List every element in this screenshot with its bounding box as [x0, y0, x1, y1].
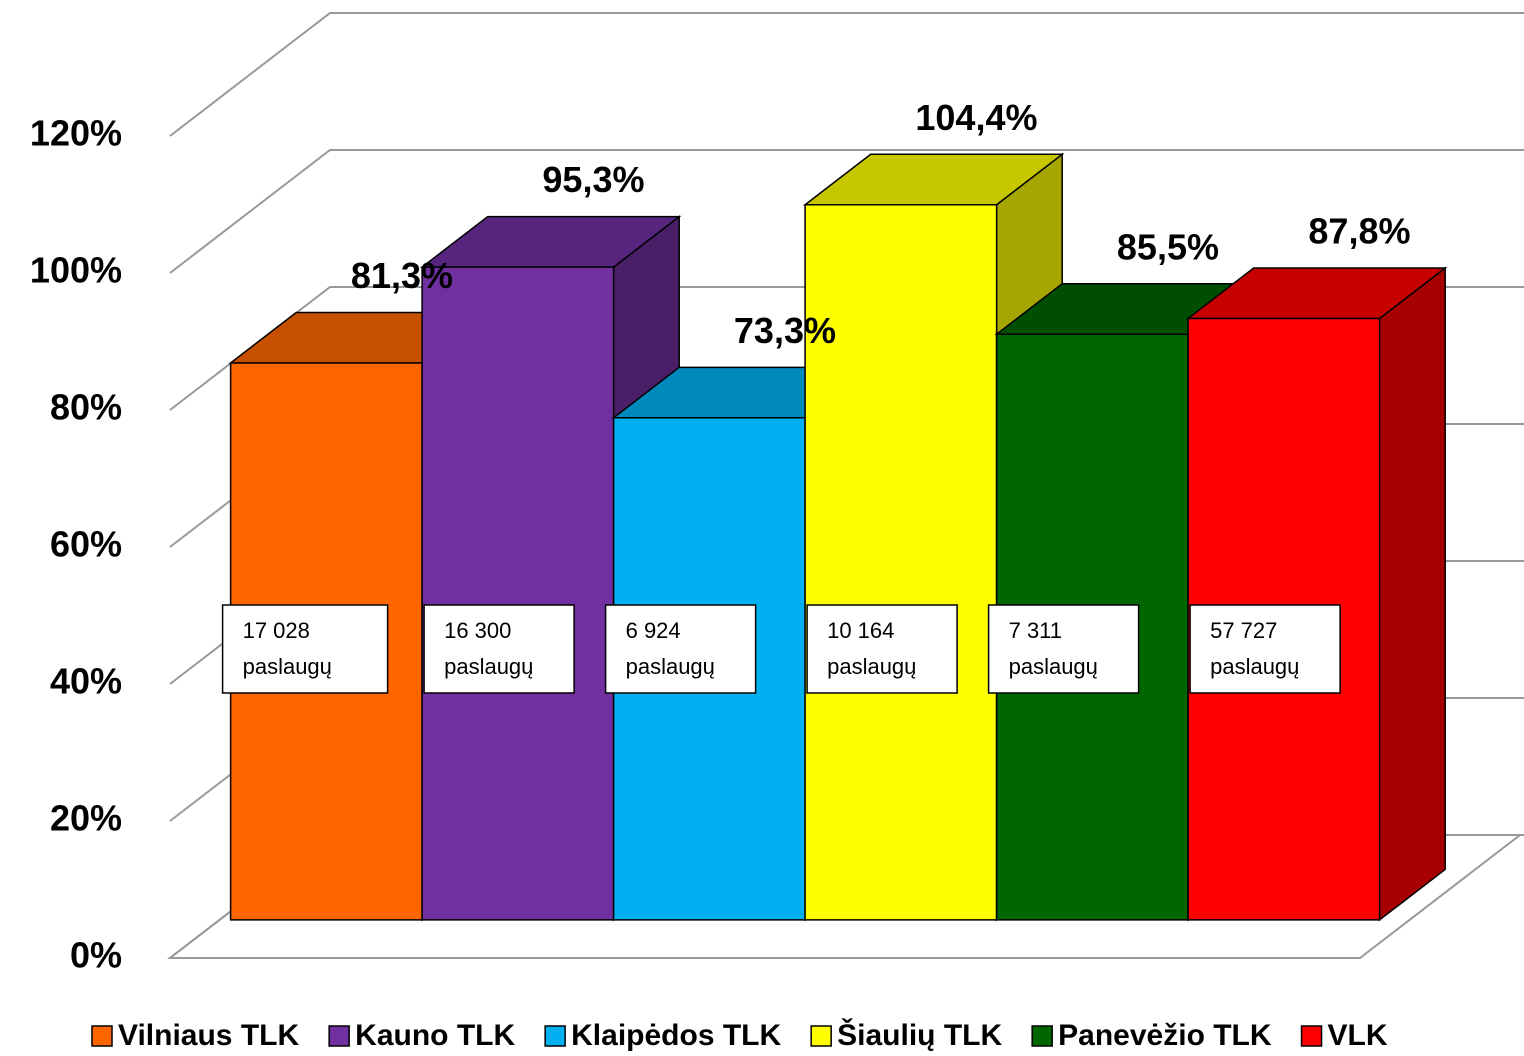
legend-label: Vilniaus TLK — [118, 1019, 299, 1052]
bar-top-shade — [422, 216, 680, 268]
annotation-box — [604, 604, 757, 694]
annotation: paslaugų — [626, 654, 715, 679]
y-tick-label: 100% — [30, 250, 122, 291]
annotation: paslaugų — [1009, 654, 1098, 679]
annotation-box — [806, 604, 958, 694]
annotation-box — [987, 604, 1140, 694]
value-label: 85,5% — [1117, 226, 1219, 267]
y-tick-label: 40% — [50, 661, 122, 702]
annotation-box — [221, 604, 389, 694]
grid-line — [169, 12, 1524, 137]
value-label: 87,8% — [1308, 211, 1410, 252]
legend-swatch — [328, 1025, 350, 1047]
bar-top-shade — [1188, 268, 1446, 319]
legend-swatch — [544, 1025, 566, 1047]
grid-line — [169, 149, 1524, 274]
annotation: 16 300 — [444, 618, 511, 643]
annotation: 17 028 — [243, 618, 310, 643]
legend-swatch — [810, 1025, 832, 1047]
y-tick-label: 20% — [50, 798, 122, 839]
bar-front — [421, 266, 615, 921]
y-tick-label: 0% — [70, 935, 122, 976]
bar-top-shade — [805, 154, 1063, 205]
annotation: paslaugų — [1210, 654, 1299, 679]
annotation: paslaugų — [827, 654, 916, 679]
annotation: 10 164 — [827, 618, 894, 643]
value-label: 81,3% — [351, 255, 453, 296]
y-tick-label: 80% — [50, 387, 122, 428]
y-tick-label: 120% — [30, 113, 122, 154]
annotation-box — [423, 604, 575, 694]
annotation: 7 311 — [1009, 618, 1062, 643]
annotation: paslaugų — [243, 654, 332, 679]
y-tick-label: 60% — [50, 524, 122, 565]
value-label: 95,3% — [542, 159, 644, 200]
value-label: 73,3% — [734, 310, 836, 351]
legend-swatch — [91, 1025, 113, 1047]
legend-label: Kauno TLK — [355, 1019, 515, 1052]
legend-swatch — [1300, 1025, 1323, 1047]
bar-side-shade — [1379, 268, 1446, 920]
legend-swatch — [1031, 1025, 1053, 1047]
legend-label: VLK — [1328, 1019, 1388, 1052]
annotation-box — [1189, 604, 1341, 694]
legend-label: Šiaulių TLK — [837, 1018, 1002, 1052]
value-label: 104,4% — [915, 97, 1037, 138]
annotation: 57 727 — [1210, 618, 1277, 643]
legend-label: Klaipėdos TLK — [571, 1019, 781, 1052]
bar — [1185, 266, 1448, 922]
annotation: paslaugų — [444, 654, 533, 679]
annotation: 6 924 — [626, 618, 681, 643]
legend-label: Panevėžio TLK — [1058, 1019, 1272, 1052]
